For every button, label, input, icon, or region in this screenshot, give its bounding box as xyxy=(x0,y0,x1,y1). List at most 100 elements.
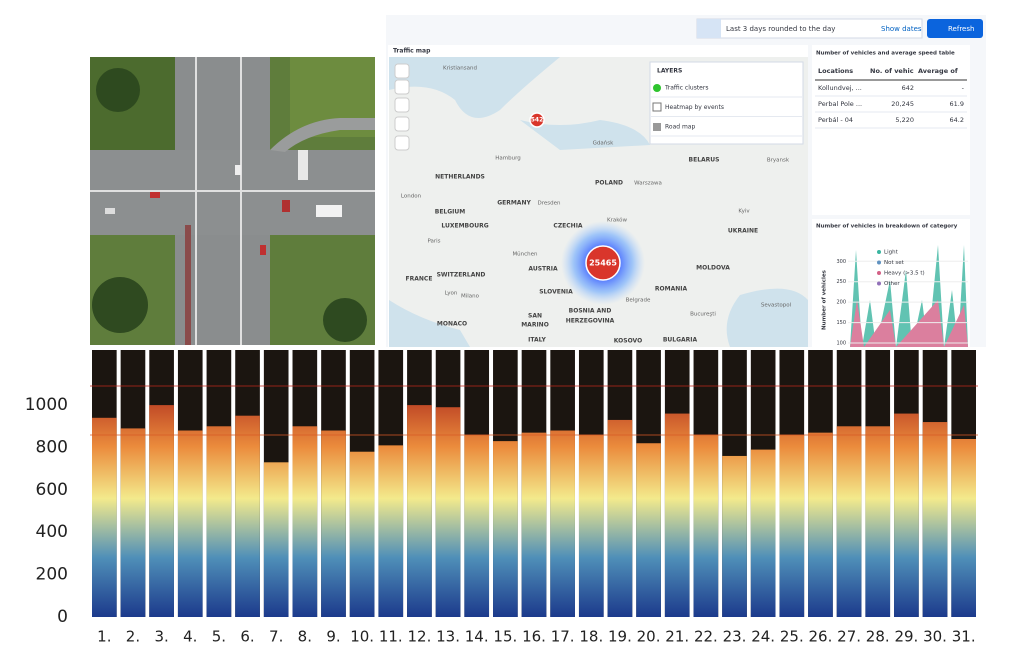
x-tick-label: 9. xyxy=(326,628,340,646)
day-column xyxy=(521,432,547,617)
place-label: Lyon xyxy=(445,291,458,297)
calendar-button[interactable] xyxy=(697,19,721,38)
layer-icon xyxy=(652,102,662,112)
day-column xyxy=(292,426,318,617)
place-label: MONACO xyxy=(437,321,467,328)
place-label: BELARUS xyxy=(689,157,720,164)
day-column xyxy=(722,455,747,617)
day-column xyxy=(865,426,891,617)
table-cell: Perbal Pole ... xyxy=(818,100,862,108)
day-column xyxy=(750,449,776,617)
y-tick-label: 300 xyxy=(836,259,846,265)
place-label: POLAND xyxy=(595,180,623,187)
sea xyxy=(726,288,808,347)
x-tick-label: 18. xyxy=(579,628,603,646)
y-tick-label: 1000 xyxy=(25,395,68,415)
layer-item[interactable]: Heatmap by events xyxy=(665,104,724,111)
day-column xyxy=(664,413,690,617)
y-tick-label: 0 xyxy=(57,607,68,627)
y-tick-label: 800 xyxy=(36,437,68,457)
place-label: SWITZERLAND xyxy=(437,272,486,279)
place-label: Belgrade xyxy=(626,298,651,304)
layers-title: LAYERS xyxy=(657,68,682,75)
layer-icon xyxy=(653,123,661,131)
layer-item[interactable]: Road map xyxy=(665,124,695,131)
day-column xyxy=(321,430,346,617)
day-column xyxy=(407,405,432,617)
category-spikes xyxy=(850,245,968,347)
legend-label: Light xyxy=(884,250,899,256)
table-cell: 61.9 xyxy=(950,100,964,108)
x-tick-label: 31. xyxy=(952,628,976,646)
place-label: FRANCE xyxy=(406,276,433,283)
y-tick-label: 600 xyxy=(36,480,68,500)
layer-item[interactable]: Traffic clusters xyxy=(664,85,708,92)
place-label: Warszawa xyxy=(634,181,662,187)
x-tick-label: 29. xyxy=(894,628,918,646)
x-tick-label: 7. xyxy=(269,628,283,646)
column-header[interactable]: No. of vehic xyxy=(870,67,914,75)
day-column xyxy=(493,441,518,617)
place-label: Dresden xyxy=(538,201,561,207)
place-label: AUSTRIA xyxy=(528,266,558,273)
day-column xyxy=(894,413,919,617)
zoom-out[interactable] xyxy=(394,79,410,95)
day-column xyxy=(435,407,461,617)
x-tick-label: 28. xyxy=(866,628,890,646)
column-header[interactable]: Locations xyxy=(818,67,853,75)
draw-tool[interactable] xyxy=(394,135,410,151)
place-label: Hamburg xyxy=(495,156,521,162)
day-column xyxy=(349,451,375,617)
table-cell: 642 xyxy=(902,84,914,92)
day-column xyxy=(464,434,490,617)
x-tick-label: 8. xyxy=(298,628,312,646)
place-label: NETHERLANDS xyxy=(435,174,485,181)
place-label: MARINO xyxy=(521,322,549,329)
date-range: Last 3 days rounded to the day xyxy=(726,25,835,33)
day-column xyxy=(378,445,404,617)
x-tick-label: 14. xyxy=(465,628,489,646)
place-label: CZECHIA xyxy=(553,223,583,230)
layers-panel xyxy=(649,61,804,145)
day-column xyxy=(550,430,575,617)
column-header[interactable]: Average of xyxy=(918,67,958,75)
x-tick-label: 22. xyxy=(694,628,718,646)
y-tick-label: 250 xyxy=(836,279,846,285)
place-label: LUXEMBOURG xyxy=(441,223,488,230)
legend-marker xyxy=(877,250,881,254)
legend-label: Other xyxy=(884,281,900,287)
x-tick-label: 19. xyxy=(608,628,632,646)
table-cell: 20,245 xyxy=(891,100,914,108)
place-label: München xyxy=(512,252,538,258)
day-column xyxy=(92,417,117,617)
y-tick-label: 150 xyxy=(836,320,846,326)
day-column xyxy=(836,426,862,617)
x-tick-label: 27. xyxy=(837,628,861,646)
place-label: UKRAINE xyxy=(728,228,758,235)
place-label: London xyxy=(401,194,422,200)
legend-label: Not set xyxy=(884,260,905,266)
x-tick-label: 16. xyxy=(522,628,546,646)
day-column xyxy=(263,462,289,617)
place-label: Bryansk xyxy=(767,158,790,164)
x-tick-label: 26. xyxy=(809,628,833,646)
day-column xyxy=(636,443,661,617)
fullscreen[interactable] xyxy=(394,116,410,132)
place-label: MOLDOVA xyxy=(696,265,730,272)
y-tick-label: 200 xyxy=(36,565,68,585)
show-dates[interactable]: Show dates xyxy=(881,25,922,33)
panel-title: Traffic map xyxy=(393,48,431,55)
legend-marker xyxy=(877,281,881,286)
reset-view[interactable] xyxy=(394,97,410,113)
refresh-button[interactable] xyxy=(927,19,983,38)
sea xyxy=(520,120,650,150)
place-label: BOSNIA AND xyxy=(569,308,612,315)
x-tick-label: 11. xyxy=(379,628,403,646)
day-column xyxy=(235,415,260,617)
x-tick-label: 24. xyxy=(751,628,775,646)
place-label: Paris xyxy=(427,239,440,245)
day-column xyxy=(149,405,174,617)
zoom-in[interactable] xyxy=(394,63,410,79)
day-column xyxy=(808,432,833,617)
refresh-label[interactable]: Refresh xyxy=(948,25,974,33)
